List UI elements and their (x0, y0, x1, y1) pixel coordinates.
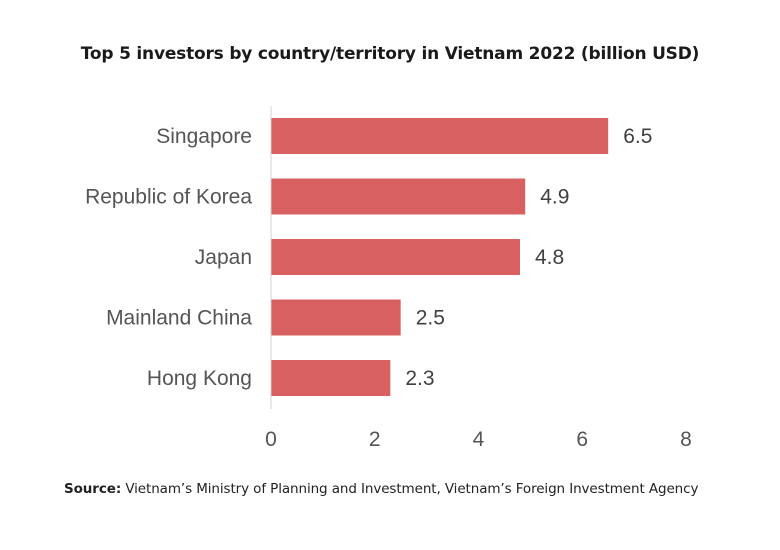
bar (271, 118, 609, 154)
data-label: 4.9 (540, 186, 569, 209)
category-label: Japan (195, 246, 252, 269)
x-tick-label: 8 (680, 428, 692, 451)
chart-title: Top 5 investors by country/territory in … (80, 44, 700, 64)
source-note: Source: Vietnam’s Ministry of Planning a… (64, 481, 698, 497)
x-tick-label: 2 (369, 428, 381, 451)
source-label: Source: (64, 481, 122, 497)
source-text: Vietnam’s Ministry of Planning and Inves… (121, 481, 699, 497)
x-tick-label: 6 (576, 428, 588, 451)
data-label: 2.3 (405, 367, 434, 390)
x-tick-label: 0 (265, 428, 277, 451)
bar (271, 239, 520, 275)
data-label: 2.5 (416, 307, 445, 330)
data-label: 4.8 (535, 246, 564, 269)
category-label: Republic of Korea (85, 186, 252, 209)
bar (271, 299, 401, 336)
category-label: Mainland China (106, 307, 252, 330)
bar-chart: Singapore 6.5 Republic of Korea 4.9 Japan 4.8… (85, 106, 692, 451)
category-label: Singapore (156, 125, 252, 148)
bar (271, 360, 391, 396)
bar (271, 178, 526, 215)
data-label: 6.5 (623, 125, 652, 148)
category-label: Hong Kong (147, 367, 252, 390)
x-tick-label: 4 (473, 428, 485, 451)
